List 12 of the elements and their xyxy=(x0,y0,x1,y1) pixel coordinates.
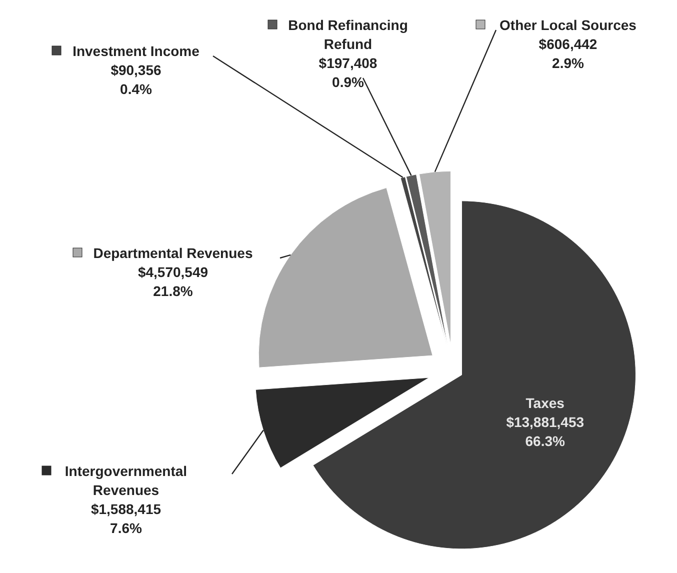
data-label: $4,570,549 21.8% xyxy=(138,264,208,299)
data-label: $1,588,415 7.6% xyxy=(90,501,162,536)
slice-label: Taxes xyxy=(526,394,565,411)
legend-label: Other Local Sources xyxy=(500,17,637,33)
legend-label: Bond Refinancing Refund xyxy=(288,17,408,52)
legend-label: Departmental Revenues xyxy=(93,245,253,261)
legend-label: Investment Income xyxy=(72,43,200,59)
data-label: $197,408 0.9% xyxy=(318,55,378,90)
data-label: $90,356 0.4% xyxy=(110,62,162,97)
data-label: $13,881,453 66.3% xyxy=(506,414,584,449)
legend-label: Intergovernmental Revenues xyxy=(64,463,188,498)
data-label: $606,442 2.9% xyxy=(538,36,598,71)
